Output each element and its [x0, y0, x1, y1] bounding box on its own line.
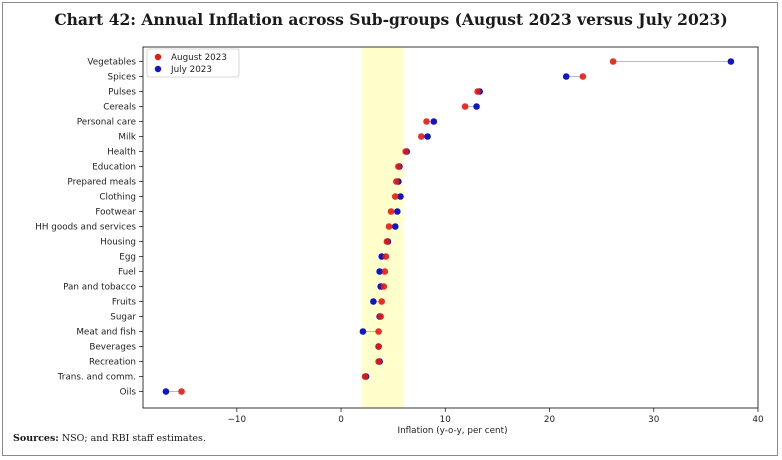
y-tick-label-footwear: Footwear: [95, 208, 136, 218]
point-august-prepared-meals: [392, 178, 400, 185]
source-label: Sources:: [13, 433, 59, 444]
legend-july-label: July 2023: [170, 65, 212, 75]
point-august-beverages: [375, 343, 382, 350]
point-august-fruits: [378, 298, 386, 305]
point-august-meat-and-fish: [375, 328, 382, 335]
plot-area-border: [142, 46, 759, 409]
y-tick-label-meat-and-fish: Meat and fish: [76, 328, 136, 338]
legend: August 2023 July 2023: [146, 48, 240, 78]
point-july-footwear: [394, 208, 401, 215]
y-tick-label-beverages: Beverages: [89, 343, 136, 353]
point-august-personal-care: [423, 118, 430, 125]
point-july-vegetables: [727, 58, 735, 65]
x-tick-label-5: 40: [752, 415, 764, 425]
y-tick-label-prepared-meals: Prepared meals: [67, 178, 136, 188]
y-tick-label-egg: Egg: [119, 253, 136, 263]
point-august-housing: [383, 238, 391, 245]
point-august-health: [402, 148, 409, 155]
y-tick-label-fuel: Fuel: [118, 268, 136, 278]
y-tick-label-recreation: Recreation: [89, 358, 136, 368]
point-august-sugar: [377, 313, 384, 320]
july-series: [162, 58, 735, 395]
y-tick-label-milk: Milk: [118, 133, 136, 143]
y-tick-label-spices: Spices: [108, 73, 137, 83]
point-august-pulses: [474, 88, 481, 95]
y-tick-label-health: Health: [107, 148, 136, 158]
point-august-oils: [178, 388, 185, 395]
point-july-meat-and-fish: [359, 328, 367, 335]
y-tick-label-pulses: Pulses: [108, 88, 136, 98]
point-august-pan-and-tobacco: [380, 283, 388, 290]
point-august-recreation: [375, 358, 382, 365]
y-axis: Vegetables Spices Pulses Cereals Personal ca…: [35, 58, 143, 398]
point-august-egg: [382, 253, 390, 260]
x-tick-label-3: 20: [544, 415, 556, 425]
y-tick-label-hh-goods-and-services: HH goods and services: [35, 223, 136, 233]
point-july-cereals: [473, 103, 480, 110]
x-tick-label-2: 10: [440, 415, 452, 425]
legend-box: [146, 48, 240, 78]
point-july-fuel: [376, 268, 383, 275]
y-tick-label-vegetables: Vegetables: [87, 58, 136, 68]
y-tick-label-housing: Housing: [100, 238, 136, 248]
y-tick-label-cereals: Cereals: [103, 103, 136, 113]
legend-august-marker: [154, 53, 162, 61]
y-tick-label-trans-and-comm: Trans. and comm.: [57, 373, 136, 383]
point-july-spices: [562, 73, 570, 80]
point-july-milk: [424, 133, 431, 140]
source-text: NSO; and RBI staff estimates.: [58, 433, 206, 444]
point-august-education: [395, 163, 402, 170]
point-august-hh-goods-and-services: [385, 223, 393, 230]
point-july-clothing: [397, 193, 404, 200]
point-july-hh-goods-and-services: [391, 223, 399, 230]
y-tick-label-fruits: Fruits: [112, 298, 137, 308]
legend-august-label: August 2023: [171, 53, 227, 63]
y-tick-label-education: Education: [92, 163, 136, 173]
point-august-milk: [418, 133, 425, 140]
point-august-trans-and-comm: [361, 373, 369, 380]
x-tick-label-0: −10: [228, 415, 247, 425]
point-august-spices: [579, 73, 587, 80]
point-july-personal-care: [430, 118, 438, 125]
point-august-fuel: [381, 268, 389, 275]
legend-july-marker: [154, 65, 162, 73]
point-august-footwear: [387, 208, 395, 215]
x-axis: −10 0 10 20 30 40: [228, 408, 764, 425]
point-august-clothing: [391, 193, 399, 200]
chart-title: Chart 42: Annual Inflation across Sub-gr…: [54, 10, 728, 29]
x-tick-label-1: 0: [338, 415, 344, 425]
source-note: Sources: NSO; and RBI staff estimates.: [13, 433, 206, 444]
y-tick-label-personal-care: Personal care: [77, 118, 136, 128]
x-axis-label: Inflation (y-o-y, per cent): [397, 426, 507, 436]
y-tick-label-oils: Oils: [120, 388, 137, 398]
y-tick-label-pan-and-tobacco: Pan and tobacco: [63, 283, 136, 293]
connector-lines: [165, 61, 731, 392]
x-tick-label-4: 30: [648, 415, 660, 425]
y-tick-label-clothing: Clothing: [99, 193, 136, 203]
august-series: [178, 58, 617, 395]
y-tick-label-sugar: Sugar: [110, 313, 136, 323]
point-august-vegetables: [609, 58, 617, 65]
point-july-fruits: [370, 298, 377, 305]
point-july-oils: [162, 388, 170, 395]
point-august-cereals: [461, 103, 469, 110]
